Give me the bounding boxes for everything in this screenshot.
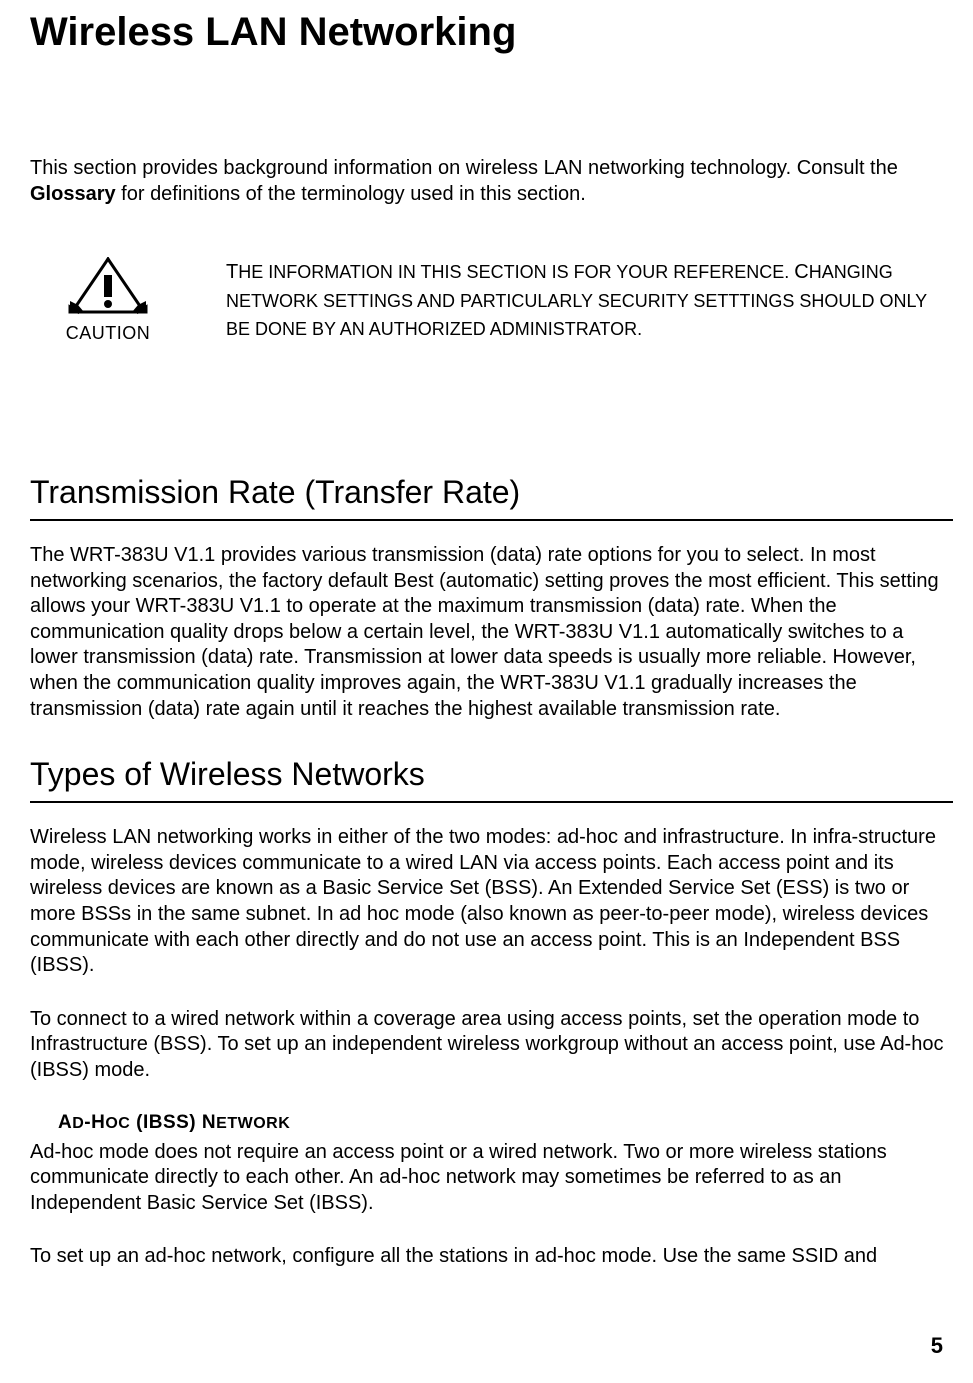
caution-triangle-icon <box>68 257 148 321</box>
section2-heading: Types of Wireless Networks <box>30 756 953 803</box>
caution-t2: HE INFORMATION IN THIS SECTION IS FOR YO… <box>238 262 794 282</box>
caution-t3: C <box>794 261 808 283</box>
caution-t1: T <box>226 261 238 283</box>
section2-para1: Wireless LAN networking works in either … <box>30 825 953 979</box>
sh-p4: OC <box>105 1115 130 1132</box>
section2-para2: To connect to a wired network within a c… <box>30 1007 953 1084</box>
intro-before: This section provides background informa… <box>30 157 898 179</box>
page-number: 5 <box>931 1333 943 1359</box>
sh-p5: (IBSS) N <box>130 1112 216 1133</box>
sh-p3: -H <box>84 1112 105 1133</box>
subsection-heading: AD-HOC (IBSS) NETWORK <box>30 1112 953 1134</box>
intro-after: for definitions of the terminology used … <box>116 183 586 205</box>
section1-body: The WRT-383U V1.1 provides various trans… <box>30 543 953 722</box>
intro-paragraph: This section provides background informa… <box>30 155 953 207</box>
section2-para4: To set up an ad-hoc network, configure a… <box>30 1244 953 1270</box>
caution-box: CAUTION THE INFORMATION IN THIS SECTION … <box>30 257 953 344</box>
sh-p6: ETWORK <box>216 1115 290 1132</box>
intro-bold: Glossary <box>30 183 116 205</box>
sh-p2: D <box>72 1115 84 1132</box>
sh-p1: A <box>58 1112 72 1133</box>
page-title: Wireless LAN Networking <box>30 10 953 55</box>
caution-label: CAUTION <box>58 323 158 344</box>
caution-icon-container: CAUTION <box>58 257 158 344</box>
section2-para3: Ad-hoc mode does not require an access p… <box>30 1140 953 1217</box>
caution-text: THE INFORMATION IN THIS SECTION IS FOR Y… <box>226 257 953 344</box>
section1-heading: Transmission Rate (Transfer Rate) <box>30 474 953 521</box>
